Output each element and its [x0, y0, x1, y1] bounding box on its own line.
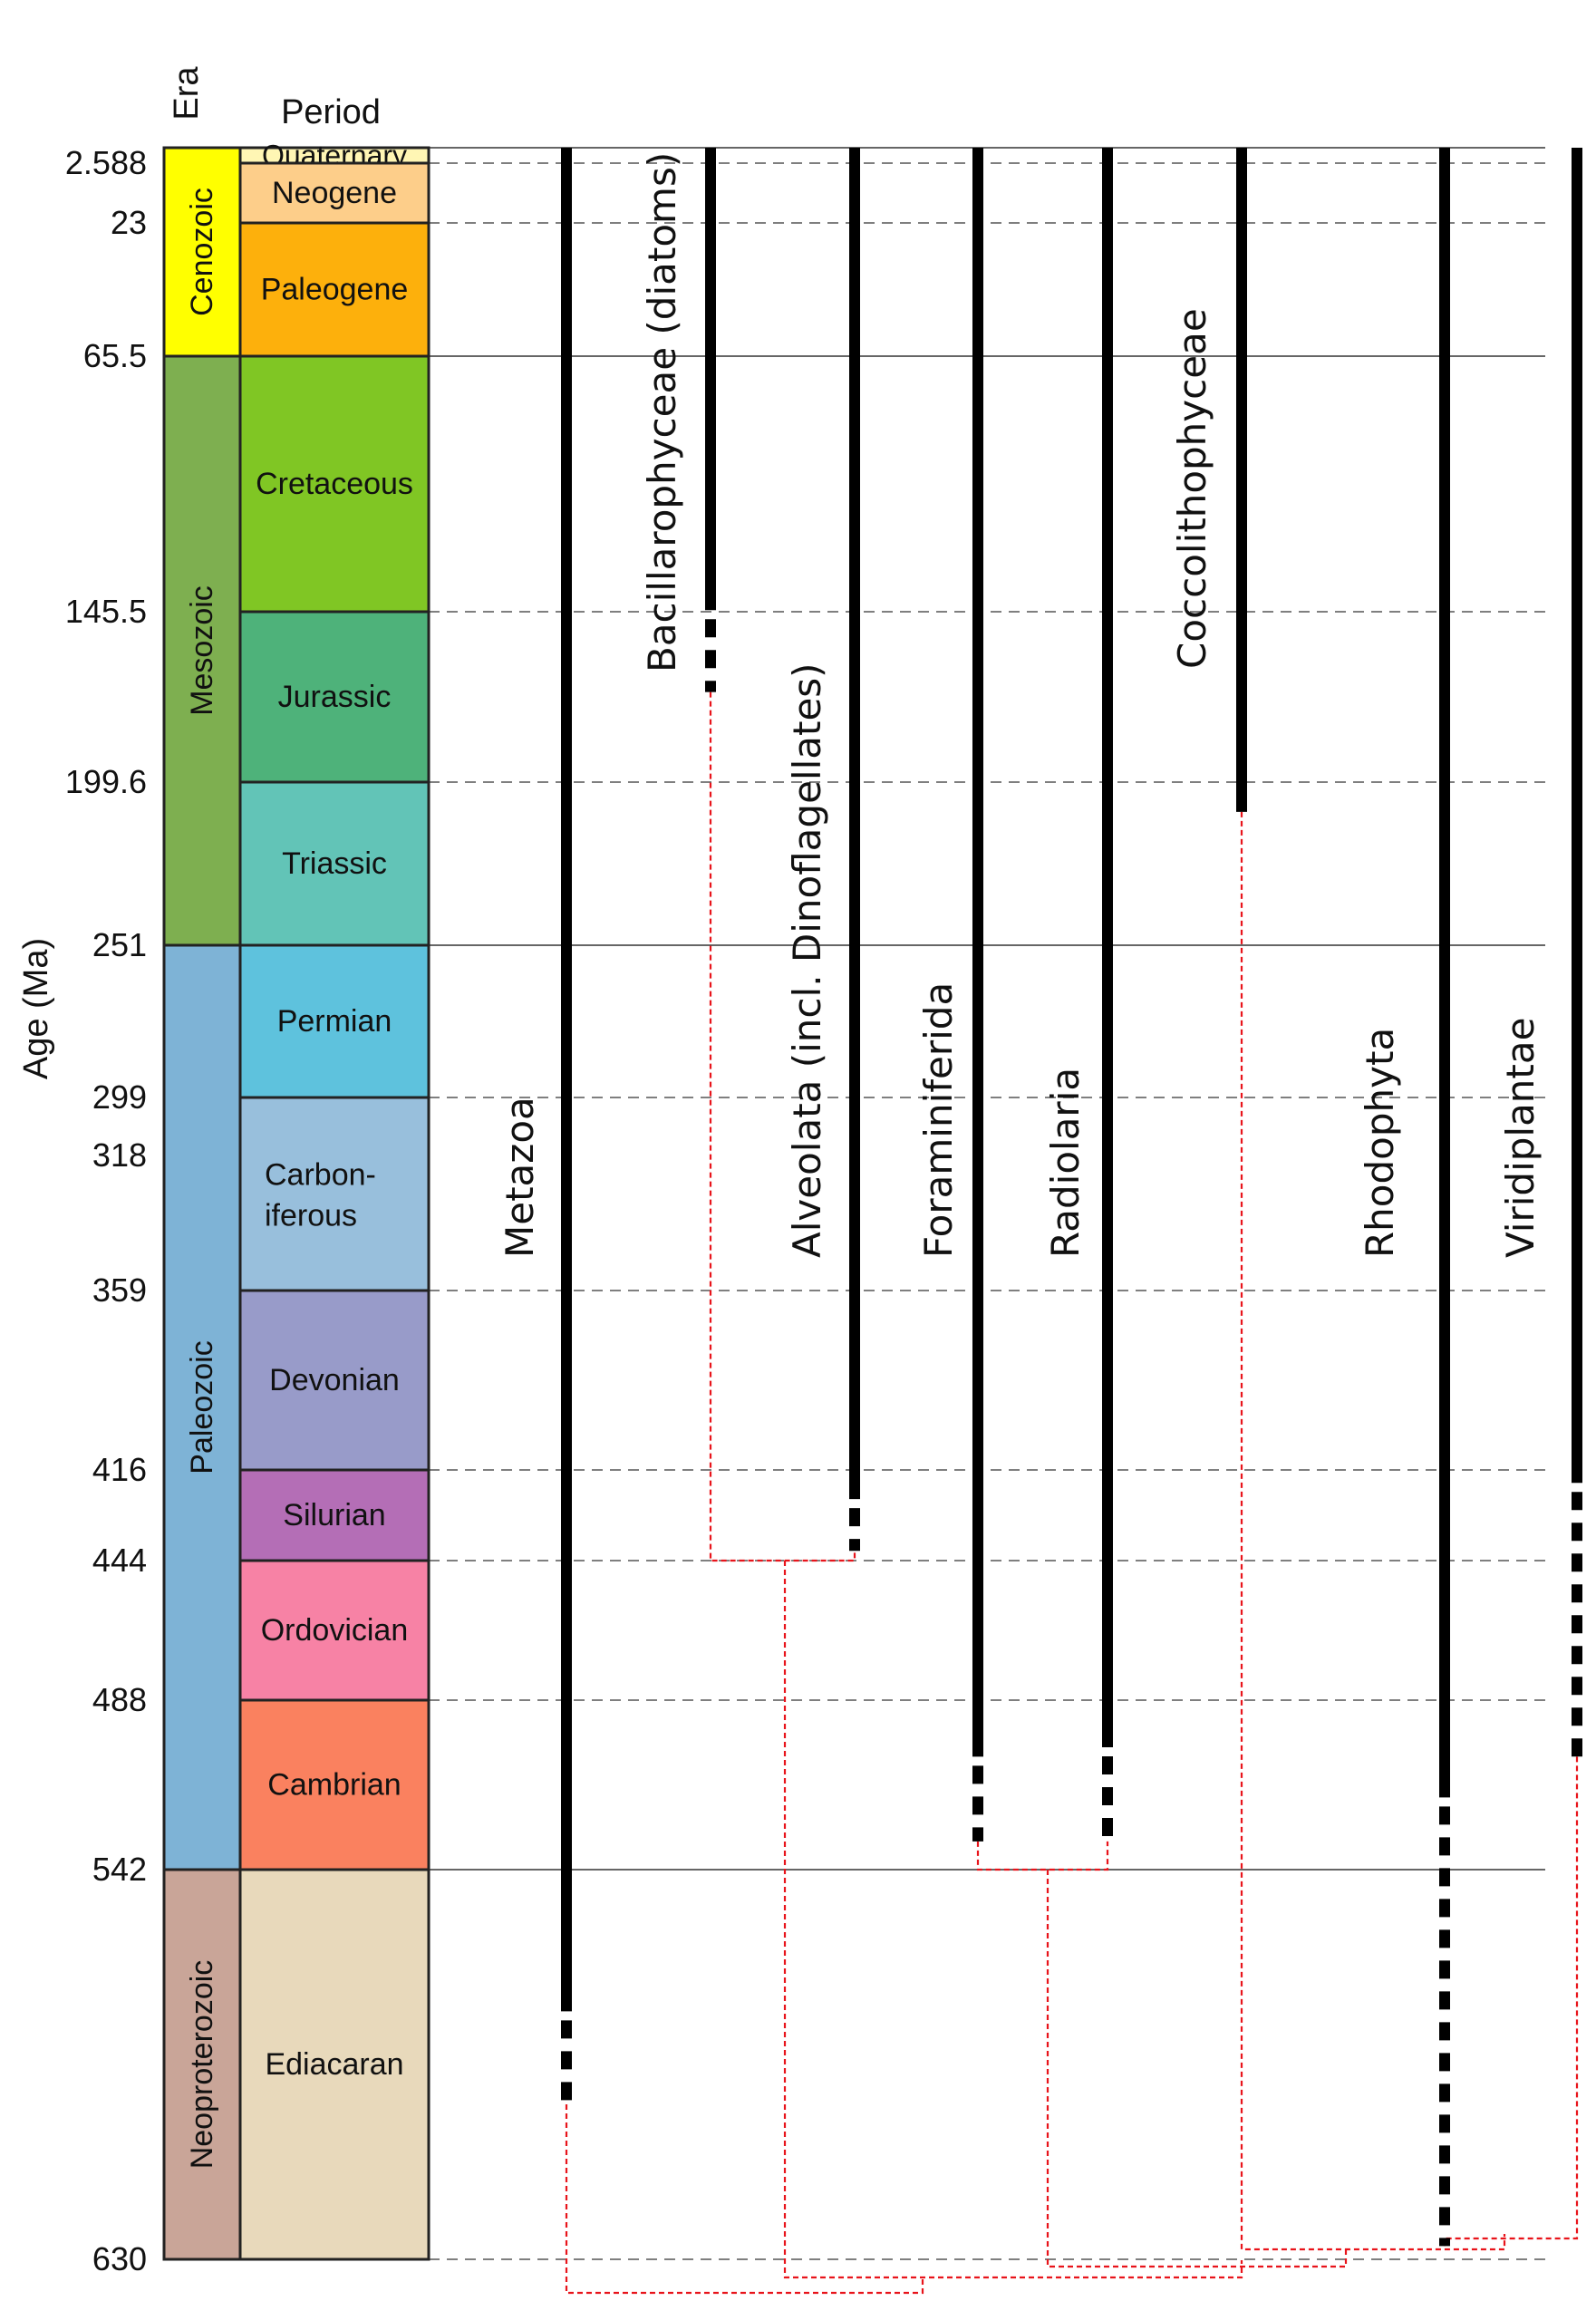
alveolate-clade-connector: [783, 1561, 1243, 2279]
age-tick-359: 359: [92, 1271, 147, 1309]
taxon-range-bars: [561, 148, 1582, 2247]
period-label-iferous: iferous: [265, 1199, 357, 1233]
period-label-silurian: Silurian: [283, 1498, 385, 1532]
period-block-triassic: [238, 780, 430, 947]
taxon-label-viridiplantae: Viridiplantae: [1498, 1018, 1543, 1258]
diatom-alveolate-connector: [709, 691, 856, 1562]
period-label-paleogene: Paleogene: [261, 273, 409, 307]
age-tick-251: 251: [92, 926, 147, 963]
period-block-jurassic: [238, 610, 430, 784]
era-label-mesozoic: Mesozoic: [185, 585, 219, 716]
age-tick-145-5: 145.5: [65, 593, 147, 630]
period-block-permian: [238, 943, 430, 1099]
period-label-ediacaran: Ediacaran: [265, 2047, 403, 2082]
taxon-label-alveolata-incl-dinoflagellates: Alveolata (incl. Dinoflagellates): [785, 662, 829, 1258]
taxon-label-rhodophyta: Rhodophyta: [1358, 1028, 1402, 1258]
age-tick-444: 444: [92, 1542, 147, 1579]
period-label-neogene: Neogene: [272, 176, 397, 210]
gridlines: [429, 147, 1545, 2260]
taxon-label-bacillarophyceae-diatoms: Bacillarophyceae (diatoms): [640, 152, 684, 672]
period-block-ediacaran: [238, 1868, 430, 2261]
period-label-permian: Permian: [277, 1004, 392, 1039]
period-header: Period: [281, 93, 381, 131]
age-tick-199-6: 199.6: [65, 763, 147, 800]
taxon-label-foraminiferida: Foraminiferida: [916, 982, 961, 1258]
period-label-cretaceous: Cretaceous: [256, 467, 413, 501]
period-column: QuaternaryNeogenePaleogeneCretaceousJura…: [238, 140, 430, 2261]
period-block-devonian: [238, 1289, 430, 1472]
period-block-paleogene: [238, 221, 430, 358]
metazoa-connector: [565, 2103, 924, 2295]
period-label-devonian: Devonian: [269, 1363, 400, 1397]
period-label-triassic: Triassic: [282, 846, 387, 881]
age-tick-2-588: 2.588: [65, 144, 147, 181]
foram-radiolaria-connector: [976, 1841, 1109, 1871]
rhodophyta-viridiplantae-connector: [1443, 1756, 1579, 2247]
rhizaria-clade-connector: [1046, 1870, 1348, 2268]
period-block-cambrian: [238, 1698, 430, 1871]
taxon-label-coccolithophyceae: Coccolithophyceae: [1170, 308, 1214, 669]
taxon-labels: Metazoa Bacillarophyceae (diatoms) Alveola…: [498, 152, 1543, 1258]
age-tick-542: 542: [92, 1851, 147, 1888]
y-axis-label: Age (Ma): [17, 938, 55, 1079]
era-block-cenozoic: [162, 146, 242, 358]
age-tick-416: 416: [92, 1451, 147, 1488]
period-label-jurassic: Jurassic: [278, 680, 392, 714]
period-label-cambrian: Cambrian: [267, 1768, 401, 1803]
divergence-lines: [565, 691, 1579, 2295]
period-block-neogene: [238, 161, 430, 225]
period-block-ordovician: [238, 1559, 430, 1702]
age-tick-318: 318: [92, 1136, 147, 1174]
coccolith-connector: [1240, 811, 1506, 2251]
era-column: Cenozoic Mesozoic Paleozoic Neoproterozoic: [162, 146, 242, 2261]
era-label-paleozoic: Paleozoic: [185, 1340, 219, 1474]
age-tick-488: 488: [92, 1681, 147, 1718]
age-tick-labels: 2.588 23 65.5 145.5 199.6 251 299 318 359 416 444 4…: [65, 144, 147, 2277]
age-tick-299: 299: [92, 1078, 147, 1116]
era-block-neoproterozoic: [162, 1868, 242, 2261]
period-block-carbon: [238, 1096, 430, 1292]
period-block-cretaceous: [238, 354, 430, 614]
age-tick-630: 630: [92, 2240, 147, 2277]
period-label-ordovician: Ordovician: [261, 1613, 409, 1648]
era-label-cenozoic: Cenozoic: [185, 188, 219, 316]
age-tick-65-5: 65.5: [83, 337, 147, 374]
era-header: Era: [168, 66, 206, 121]
era-label-neoproterozoic: Neoproterozoic: [185, 1960, 219, 2170]
taxon-label-metazoa: Metazoa: [498, 1097, 542, 1258]
period-label-carbon: Carbon-: [265, 1158, 376, 1193]
age-tick-23: 23: [111, 204, 147, 241]
taxon-label-radiolaria: Radiolaria: [1043, 1068, 1088, 1258]
